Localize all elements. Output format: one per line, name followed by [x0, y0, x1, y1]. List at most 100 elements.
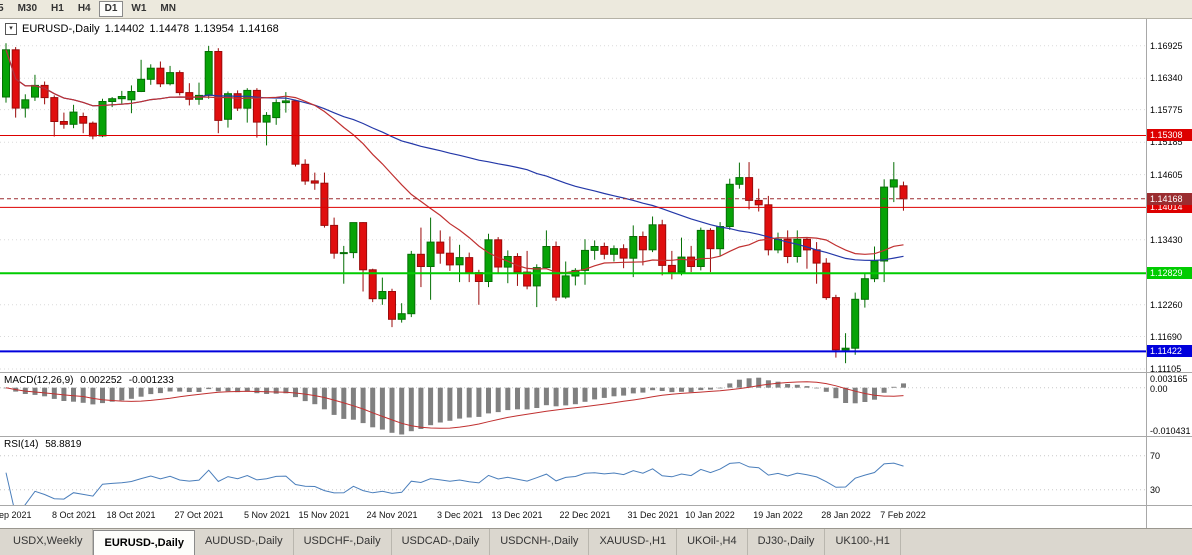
macd-bar	[447, 387, 453, 421]
chart-tab-usdx[interactable]: USDX,Weekly	[3, 529, 94, 555]
macd-bar	[881, 387, 887, 393]
pane-separator	[0, 436, 1192, 437]
candle-body	[629, 236, 638, 259]
macd-bar	[157, 387, 163, 394]
candle-body	[339, 252, 348, 255]
macd-axis-tick: 0.003165	[1150, 374, 1188, 384]
candle-body	[281, 100, 290, 104]
timeframe-button-5[interactable]: 5	[0, 3, 4, 14]
time-axis[interactable]: 29 Sep 2021 8 Oct 2021 18 Oct 2021 27 Oct 2…	[0, 506, 1146, 527]
candle-body	[117, 96, 126, 100]
ma-fast-line	[5, 49, 904, 274]
candle-body	[388, 291, 396, 320]
chart-tab-usdchf[interactable]: USDCHF-,Daily	[294, 529, 392, 555]
macd-bar	[273, 387, 279, 394]
time-axis-label: 13 Dec 2021	[491, 510, 543, 520]
candle-body	[98, 101, 107, 137]
macd-bar	[109, 387, 115, 402]
price-level-badge: 1.15308	[1147, 129, 1192, 141]
candle-body	[803, 238, 811, 251]
macd-bar	[804, 386, 810, 388]
chart-tab-usdcnh[interactable]: USDCNH-,Daily	[490, 529, 590, 555]
candle-body	[127, 91, 136, 101]
timeframe-button-h1[interactable]: H1	[51, 3, 64, 14]
chart-tab-xauusd[interactable]: XAUUSD-,H1	[589, 529, 678, 555]
candle-body	[687, 256, 696, 268]
timeframe-button-m30[interactable]: M30	[17, 3, 38, 14]
candle-body	[619, 248, 628, 259]
chart-tabs-bar: USDX,Weekly EURUSD-,Daily AUDUSD-,Daily USD…	[0, 528, 1192, 555]
chart-tab-dj30[interactable]: DJ30-,Daily	[748, 529, 826, 555]
chart-title: ▾ EURUSD-,Daily 1.14402 1.14478 1.13954 …	[5, 23, 279, 35]
macd-bar	[235, 387, 241, 393]
candle-body	[416, 253, 425, 268]
rsi-axis-tick: 70	[1150, 451, 1161, 461]
macd-bar	[592, 387, 598, 400]
macd-bar	[206, 387, 212, 390]
timeframe-button-mn[interactable]: MN	[160, 3, 176, 14]
timeframe-button-h4[interactable]: H4	[77, 3, 91, 14]
rsi-indicator-canvas[interactable]	[0, 437, 1146, 505]
macd-bar	[370, 387, 376, 428]
macd-histogram	[3, 377, 906, 435]
candle-body	[754, 199, 763, 206]
macd-bar	[148, 387, 154, 395]
timeframe-button-d1[interactable]: D1	[98, 1, 124, 17]
candle-body	[600, 246, 609, 255]
macd-bar	[534, 387, 540, 408]
candle-body	[233, 93, 242, 109]
macd-bar	[225, 387, 231, 392]
candle-body	[542, 246, 551, 269]
macd-bar	[389, 387, 395, 433]
macd-bar	[891, 386, 897, 388]
macd-bar	[379, 387, 385, 430]
macd-indicator-canvas[interactable]	[0, 373, 1146, 436]
candle-body	[706, 229, 715, 250]
timeframe-button-w1[interactable]: W1	[131, 3, 147, 14]
price-axis-tick: 1.15775	[1150, 105, 1183, 115]
time-axis-label: 28 Jan 2022	[821, 510, 871, 520]
chart-tab-ukoil[interactable]: UKOil-,H4	[677, 529, 748, 555]
chart-menu-icon[interactable]: ▾	[5, 23, 17, 35]
candle-body	[889, 179, 898, 188]
candle-body	[243, 89, 252, 109]
macd-bar	[457, 387, 463, 419]
time-axis-label: 5 Nov 2021	[243, 510, 291, 520]
chart-tab-usdcad[interactable]: USDCAD-,Daily	[392, 529, 491, 555]
candle-body	[59, 121, 68, 125]
macd-bar	[293, 387, 298, 398]
macd-bar	[746, 378, 752, 388]
macd-axis-tick: -0.010431	[1150, 426, 1191, 436]
chart-tab-audusd[interactable]: AUDUSD-,Daily	[195, 529, 294, 555]
macd-bar	[476, 387, 482, 417]
candle-body	[793, 238, 802, 258]
timeframe-toolbar: 5 M30 H1 H4 D1 W1 MN	[0, 0, 1192, 19]
price-axis[interactable]: 1.16925 1.16340 1.15775 1.15185 1.14605 1.134…	[1147, 19, 1192, 528]
macd-bar	[90, 387, 96, 405]
macd-bar	[775, 381, 781, 388]
candle-body	[745, 177, 754, 201]
macd-bar	[418, 387, 424, 429]
macd-bar	[505, 387, 511, 411]
chart-tab-uk100[interactable]: UK100-,H1	[825, 529, 901, 555]
price-chart-canvas[interactable]	[0, 19, 1146, 372]
pane-separator	[0, 505, 1192, 506]
macd-bar	[572, 387, 578, 405]
candle-body	[822, 262, 831, 299]
macd-bar	[264, 387, 270, 394]
chart-close-value: 1.14168	[238, 23, 279, 35]
candle-body	[484, 239, 493, 283]
candle-body	[349, 222, 358, 254]
macd-bar	[756, 377, 762, 388]
macd-bar	[71, 387, 76, 402]
macd-bar	[61, 387, 67, 401]
candle-body	[79, 116, 88, 124]
macd-bar	[186, 387, 192, 392]
price-level-badge: 1.11422	[1147, 345, 1192, 357]
macd-bar	[80, 387, 86, 403]
candle-body	[436, 241, 445, 254]
chart-tab-eurusd[interactable]: EURUSD-,Daily	[93, 530, 195, 555]
candle-body	[774, 238, 782, 251]
macd-bar	[563, 387, 569, 406]
